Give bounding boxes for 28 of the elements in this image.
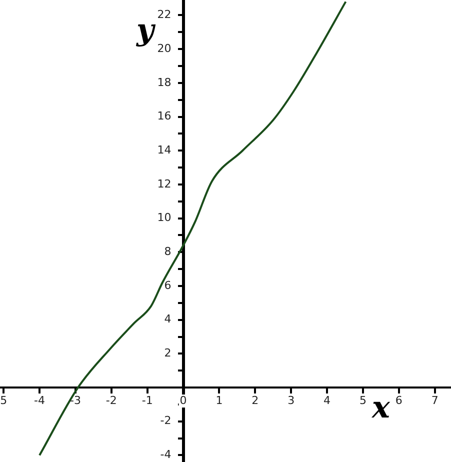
y-tick-label: 8 — [164, 245, 172, 258]
y-tick-label: 2 — [164, 346, 172, 360]
y-tick-label: 10 — [157, 211, 172, 224]
y-tick-label: 20 — [157, 42, 172, 55]
x-tick-label: 3 — [288, 394, 295, 407]
x-tick-label: 7 — [431, 394, 438, 407]
y-tick-label: 18 — [157, 76, 172, 89]
y-axis-title: y — [136, 12, 157, 48]
y-tick-label: 22 — [157, 8, 172, 22]
x-axis-title: x — [370, 390, 391, 426]
y-tick-label: 6 — [164, 278, 172, 292]
y-tick-label: -4 — [160, 448, 172, 462]
y-tick-label: 14 — [157, 143, 172, 156]
y-tick-label: 4 — [164, 312, 172, 326]
x-tick-label: 6 — [395, 394, 402, 407]
y-tick-label: 12 — [157, 177, 172, 190]
x-tick-label: 5 — [0, 394, 8, 407]
x-tick-label: 4 — [324, 394, 331, 407]
x-tick-label: -3 — [70, 394, 81, 407]
x-tick-label: 5 — [359, 394, 366, 407]
x-tick-label: -4 — [34, 394, 46, 407]
x-tick-label: -1 — [142, 394, 153, 407]
x-tick-label: -2 — [106, 394, 117, 407]
y-tick-label: -2 — [160, 414, 172, 428]
y-tick-label: 16 — [157, 110, 172, 123]
x-tick-label: 1 — [216, 394, 223, 407]
x-tick-label: 2 — [252, 394, 259, 407]
x-tick-label: 0 — [180, 394, 187, 407]
